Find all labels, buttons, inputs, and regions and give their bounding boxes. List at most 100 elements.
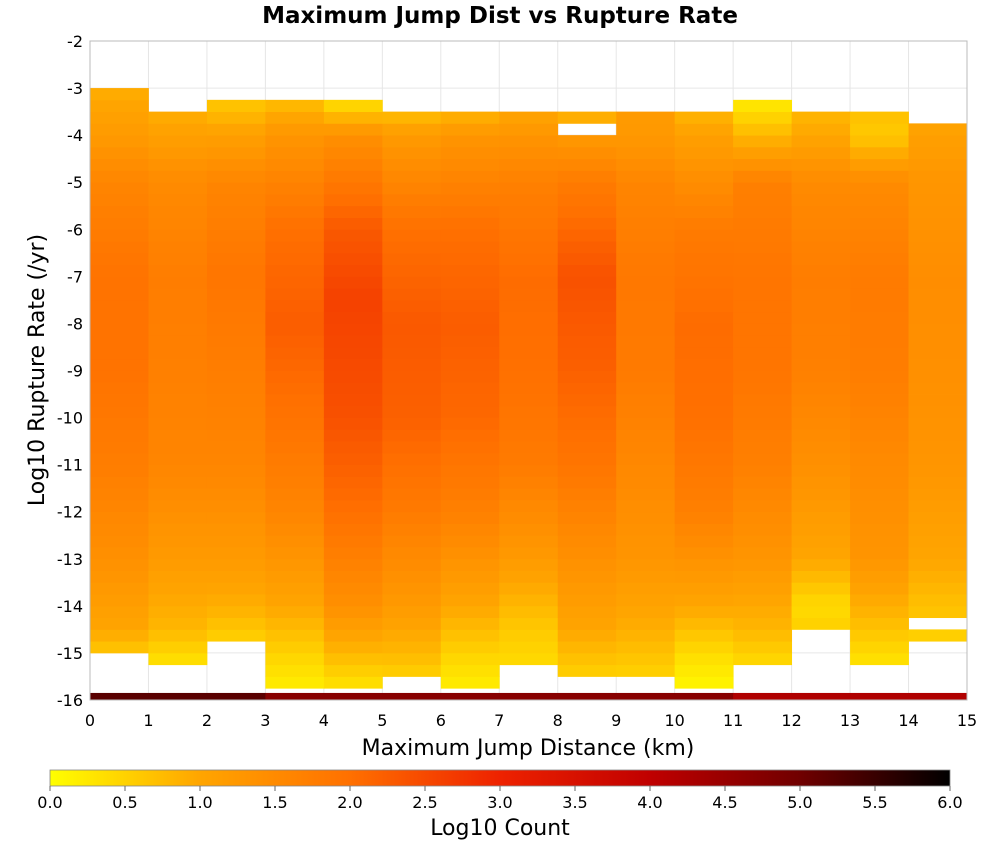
- heatmap-cell: [499, 488, 559, 501]
- heatmap-cell: [733, 111, 792, 124]
- heatmap-cell: [850, 299, 909, 313]
- heatmap-cell: [440, 652, 500, 666]
- heatmap-cell: [908, 488, 968, 501]
- heatmap-cell: [674, 641, 734, 654]
- y-tick-label: -9: [67, 362, 83, 381]
- heatmap-cell: [791, 346, 851, 360]
- heatmap-cell: [733, 135, 792, 148]
- heatmap-cell: [674, 558, 734, 571]
- heatmap-cell: [499, 617, 559, 630]
- heatmap-cell: [148, 488, 208, 501]
- heatmap-cell: [265, 99, 325, 113]
- heatmap-cell: [323, 405, 383, 418]
- heatmap-cell: [440, 629, 500, 642]
- heatmap-cell: [323, 382, 383, 395]
- y-tick-label: -14: [57, 597, 83, 616]
- x-tick-label: 3: [260, 711, 270, 730]
- heatmap-cell: [557, 299, 617, 313]
- colorbar-tick-label: 6.0: [937, 793, 962, 812]
- heatmap-cell: [148, 123, 208, 136]
- heatmap-cell: [323, 111, 383, 124]
- heatmap-cell: [206, 476, 266, 489]
- heatmap-cell: [323, 335, 383, 348]
- heatmap-cell: [908, 558, 968, 571]
- heatmap-cell: [791, 193, 851, 207]
- heatmap-cell: [791, 452, 851, 466]
- heatmap-cell: [440, 452, 500, 466]
- heatmap-cell: [908, 476, 968, 489]
- heatmap-cell: [440, 146, 500, 160]
- heatmap-cell: [557, 358, 617, 371]
- heatmap-cell: [557, 570, 617, 583]
- heatmap-cell: [382, 394, 442, 407]
- heatmap-cell: [616, 182, 676, 195]
- heatmap-cell: [733, 158, 792, 171]
- heatmap-cell: [90, 217, 149, 230]
- heatmap-cell: [850, 146, 909, 160]
- heatmap-cell: [557, 652, 617, 666]
- heatmap-cell: [382, 652, 442, 666]
- heatmap-cell: [323, 182, 383, 195]
- heatmap-cell: [323, 358, 383, 371]
- heatmap-cell: [616, 323, 676, 336]
- heatmap-cell: [265, 217, 325, 230]
- heatmap-cell: [206, 299, 266, 313]
- heatmap-cell: [850, 641, 909, 654]
- heatmap-cell: [791, 276, 851, 289]
- heatmap-cell: [265, 299, 325, 313]
- x-tick-label: 4: [319, 711, 329, 730]
- heatmap-cell: [557, 641, 617, 654]
- heatmap-cell: [733, 288, 792, 301]
- heatmap-cell: [265, 523, 325, 536]
- heatmap-cell: [382, 252, 442, 265]
- heatmap-cell: [265, 641, 325, 654]
- heatmap-cell: [148, 452, 208, 466]
- heatmap-cell: [616, 170, 676, 183]
- heatmap-cell: [323, 582, 383, 595]
- heatmap-cell: [674, 311, 734, 324]
- heatmap-cell: [616, 252, 676, 265]
- heatmap-cell: [557, 193, 617, 207]
- heatmap-cell: [499, 558, 559, 571]
- heatmap-cell: [90, 264, 149, 277]
- heatmap-cell: [908, 276, 968, 289]
- heatmap-cell: [90, 570, 149, 583]
- heatmap-cell: [90, 170, 149, 183]
- heatmap-cell: [674, 182, 734, 195]
- heatmap-cell: [674, 488, 734, 501]
- heatmap-cell: [908, 264, 968, 277]
- heatmap-cell: [674, 511, 734, 524]
- heatmap-cell: [850, 464, 909, 477]
- heatmap-cell: [616, 511, 676, 524]
- heatmap-cell: [791, 264, 851, 277]
- heatmap-cell: [265, 452, 325, 466]
- colorbar-tick-label: 3.0: [487, 793, 512, 812]
- colorbar-tick-label: 1.0: [187, 793, 212, 812]
- heatmap-cell: [148, 382, 208, 395]
- heatmap-cell: [499, 641, 559, 654]
- heatmap-cell: [265, 382, 325, 395]
- heatmap-cell: [440, 193, 500, 207]
- heatmap-cell: [323, 605, 383, 619]
- heatmap-cell: [908, 311, 968, 324]
- heatmap-cell: [674, 346, 734, 360]
- heatmap-cell: [440, 111, 500, 124]
- heatmap-cell: [265, 182, 325, 195]
- heatmap-cell: [440, 617, 500, 630]
- colorbar-tick-label: 0.5: [112, 793, 137, 812]
- heatmap-cell: [206, 452, 266, 466]
- heatmap-cell: [323, 464, 383, 477]
- heatmap-cell: [265, 664, 325, 677]
- heatmap-cell: [440, 170, 500, 183]
- heatmap-cell: [148, 535, 208, 548]
- y-tick-label: -15: [57, 644, 83, 663]
- heatmap-cell: [557, 288, 617, 301]
- heatmap-cell: [206, 170, 266, 183]
- y-tick-label: -7: [67, 267, 83, 286]
- heatmap-cell: [557, 558, 617, 571]
- colorbar-tick-label: 0.0: [37, 793, 62, 812]
- heatmap-cell: [148, 558, 208, 571]
- y-tick-label: -10: [57, 409, 83, 428]
- heatmap-cell: [791, 558, 851, 571]
- heatmap-cell: [323, 170, 383, 183]
